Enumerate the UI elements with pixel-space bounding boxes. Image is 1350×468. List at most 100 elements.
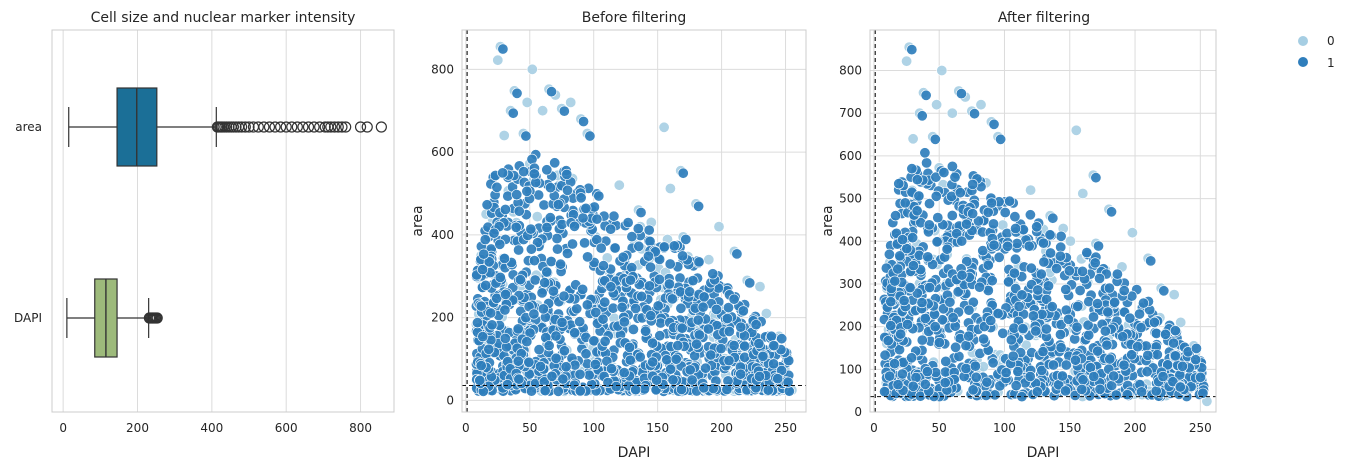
scatter-point xyxy=(1126,349,1138,361)
scatter-before-axes-frame xyxy=(461,29,807,413)
scatter-point xyxy=(561,168,573,180)
scatter-point xyxy=(1121,389,1133,401)
scatter-point xyxy=(499,332,511,344)
outlier-point xyxy=(325,121,337,133)
scatter-point xyxy=(715,343,727,355)
scatter-point xyxy=(967,178,979,190)
scatter-point xyxy=(967,208,979,220)
scatter-point xyxy=(901,243,913,255)
scatter-point xyxy=(987,357,999,369)
y-tick-label: 0 xyxy=(854,405,862,419)
scatter-point xyxy=(980,389,992,401)
outlier-point xyxy=(328,121,341,133)
scatter-point xyxy=(668,240,680,252)
scatter-point xyxy=(499,204,511,216)
x-tick-label: 0 xyxy=(59,421,67,435)
scatter-point xyxy=(1037,346,1049,358)
outlier-point xyxy=(361,121,373,133)
scatter-point xyxy=(584,130,596,142)
scatter-point xyxy=(975,99,987,111)
scatter-point xyxy=(1190,342,1202,354)
scatter-point xyxy=(526,63,538,75)
scatter-point xyxy=(647,337,659,349)
x-tick-label: 200 xyxy=(710,421,733,435)
scatter-after-points xyxy=(878,41,1213,407)
scatter-point xyxy=(1047,359,1059,371)
scatter-point xyxy=(1010,380,1022,392)
scatter-point xyxy=(1045,247,1057,259)
scatter-point xyxy=(735,321,747,333)
y-tick-label: 300 xyxy=(839,277,862,291)
scatter-point xyxy=(676,322,688,334)
outlier-point xyxy=(332,121,344,133)
scatter-point xyxy=(963,304,975,316)
scatter-point xyxy=(1092,345,1104,357)
scatter-point xyxy=(1041,293,1053,305)
scatter-point xyxy=(960,218,972,230)
scatter-point xyxy=(1174,381,1186,393)
scatter-point xyxy=(571,303,583,315)
scatter-point xyxy=(960,362,972,374)
scatter-point xyxy=(1031,221,1043,233)
scatter-point xyxy=(1168,337,1180,349)
scatter-point xyxy=(1063,313,1075,325)
scatter-point xyxy=(677,250,689,262)
scatter-point xyxy=(722,302,734,314)
scatter-point xyxy=(967,384,979,396)
scatter-point xyxy=(1010,223,1022,235)
scatter-point xyxy=(624,354,636,366)
scatter-point xyxy=(1013,300,1025,312)
scatter-point xyxy=(1118,359,1130,371)
scatter-point xyxy=(1089,257,1101,269)
scatter-point xyxy=(501,379,513,391)
scatter-point xyxy=(551,243,563,255)
scatter-point xyxy=(961,255,973,267)
scatter-point xyxy=(498,253,510,265)
scatter-before-x-ticks: 0 50 100 150 200 250 xyxy=(462,421,797,435)
outlier-point xyxy=(239,121,251,133)
scatter-point xyxy=(693,200,705,212)
scatter-point xyxy=(1009,211,1021,223)
scatter-point xyxy=(916,297,928,309)
outlier-point xyxy=(230,121,242,133)
scatter-point xyxy=(1145,255,1157,267)
box-DAPI xyxy=(66,278,163,358)
scatter-point xyxy=(575,192,587,204)
scatter-point xyxy=(630,302,642,314)
scatter-point xyxy=(765,330,777,342)
scatter-point xyxy=(1023,240,1035,252)
scatter-point xyxy=(556,218,568,230)
scatter-point xyxy=(974,281,986,293)
scatter-point xyxy=(1070,354,1082,366)
scatter-point xyxy=(664,258,676,270)
scatter-point xyxy=(939,377,951,389)
scatter-point xyxy=(521,185,533,197)
scatter-point xyxy=(541,222,553,234)
x-tick-label: 150 xyxy=(646,421,669,435)
scatter-point xyxy=(507,107,519,119)
scatter-point xyxy=(1030,325,1042,337)
scatter-point xyxy=(658,121,670,133)
y-tick-label: 0 xyxy=(446,393,454,407)
scatter-point xyxy=(739,340,751,352)
scatter-point xyxy=(691,338,703,350)
scatter-point xyxy=(1060,359,1072,371)
scatter-point xyxy=(618,316,630,328)
outlier-point xyxy=(297,121,309,133)
scatter-point xyxy=(931,99,943,111)
category-label-area: area xyxy=(15,120,42,134)
boxplot-category-labels: area DAPI xyxy=(14,120,42,325)
scatter-point xyxy=(977,245,989,257)
scatter-point xyxy=(950,341,962,353)
scatter-point xyxy=(932,212,944,224)
scatter-point xyxy=(597,313,609,325)
scatter-point xyxy=(684,364,696,376)
scatter-after-title: After filtering xyxy=(998,10,1090,26)
scatter-point xyxy=(538,199,550,211)
scatter-point xyxy=(1081,247,1093,259)
scatter-point xyxy=(479,234,491,246)
scatter-point xyxy=(497,43,509,55)
scatter-point xyxy=(605,223,617,235)
scatter-point xyxy=(1103,282,1115,294)
scatter-point xyxy=(1158,285,1170,297)
